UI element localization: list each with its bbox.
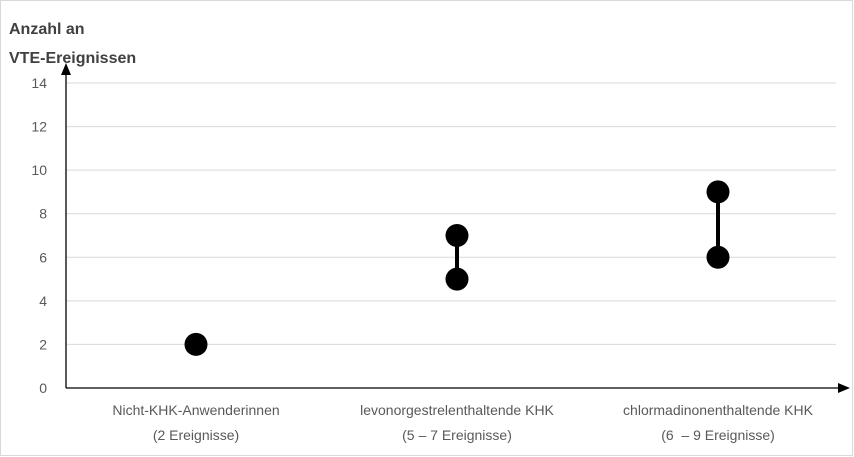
x-axis-arrowhead	[838, 383, 850, 393]
category-label-1-line-1: levonorgestrelenthaltende KHK	[360, 402, 554, 418]
y-tick-label-10: 10	[31, 162, 47, 178]
y-tick-label-12: 12	[31, 119, 47, 135]
data-point-high-1	[446, 224, 469, 247]
y-tick-label-14: 14	[31, 75, 47, 91]
category-label-0-line-1: Nicht-KHK-Anwenderinnen	[112, 402, 279, 418]
y-tick-label-0: 0	[39, 380, 47, 396]
category-label-2-line-1: chlormadinonenthaltende KHK	[623, 402, 814, 418]
gridlines	[66, 83, 836, 344]
y-axis-title-line-1: Anzahl an	[9, 21, 85, 38]
category-label-1-line-2: (5 – 7 Ereignisse)	[402, 427, 512, 443]
data-marks	[185, 180, 730, 355]
category-labels: Nicht-KHK-Anwenderinnen (2 Ereignisse) lev…	[112, 402, 813, 443]
y-tick-label-2: 2	[39, 336, 47, 352]
y-tick-label-6: 6	[39, 249, 47, 265]
data-point-low-1	[446, 268, 469, 291]
data-point-low-2	[707, 246, 730, 269]
data-point-low-0	[185, 333, 208, 356]
category-label-2-line-2: (6 – 9 Ereignisse)	[661, 427, 775, 443]
data-point-high-2	[707, 180, 730, 203]
y-tick-label-4: 4	[39, 293, 47, 309]
y-tick-labels: 0 2 4 6 8 10 12 14	[31, 75, 47, 396]
y-tick-label-8: 8	[39, 206, 47, 222]
y-axis-title-line-2: VTE-Ereignissen	[9, 50, 136, 67]
category-label-0-line-2: (2 Ereignisse)	[153, 427, 239, 443]
